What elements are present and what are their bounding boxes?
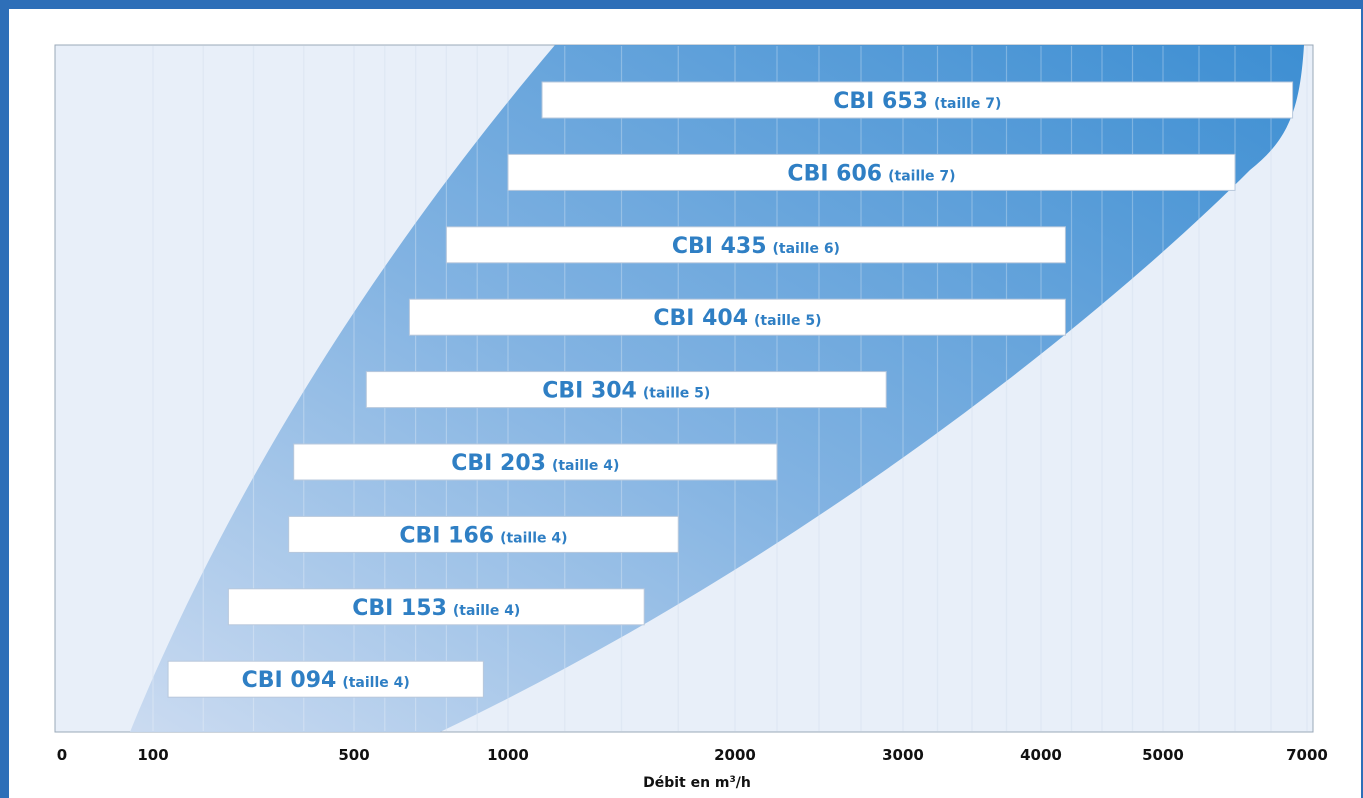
bar <box>541 81 1294 119</box>
bars: CBI 653 (taille 7) CBI 606 (taille 7) CBI 43… <box>167 81 1294 698</box>
bar <box>365 371 887 409</box>
bar-label: CBI 435 (taille 6) <box>672 234 840 259</box>
bar <box>288 515 679 553</box>
x-tick-label: 5000 <box>1142 746 1184 764</box>
bar-label: CBI 653 (taille 7) <box>833 89 1001 114</box>
bar <box>227 588 645 626</box>
x-tick-label: 0 <box>57 746 67 764</box>
x-tick-label: 3000 <box>882 746 924 764</box>
bar-label: CBI 404 (taille 5) <box>653 306 821 331</box>
bar-label: CBI 304 (taille 5) <box>542 379 710 404</box>
x-tick-label: 500 <box>338 746 369 764</box>
x-tick-label: 4000 <box>1020 746 1062 764</box>
x-tick-label: 100 <box>137 746 168 764</box>
bar-label: CBI 094 (taille 4) <box>242 668 410 693</box>
bar <box>167 660 484 698</box>
x-tick-label: 1000 <box>487 746 529 764</box>
bar-label: CBI 203 (taille 4) <box>451 451 619 476</box>
bar <box>293 443 778 481</box>
bar <box>445 226 1066 264</box>
bar <box>507 153 1236 191</box>
bar-label: CBI 606 (taille 7) <box>787 161 955 186</box>
bar-label: CBI 153 (taille 4) <box>352 596 520 621</box>
x-tick-label: 2000 <box>714 746 756 764</box>
x-axis-ticks: 0 100 500 1000 2000 3000 4000 5000 7000 <box>57 746 1328 764</box>
bar <box>408 298 1066 336</box>
bar-label: CBI 166 (taille 4) <box>399 523 567 548</box>
x-axis-label: Débit en m3/h <box>643 775 751 791</box>
x-tick-label: 7000 <box>1286 746 1328 764</box>
